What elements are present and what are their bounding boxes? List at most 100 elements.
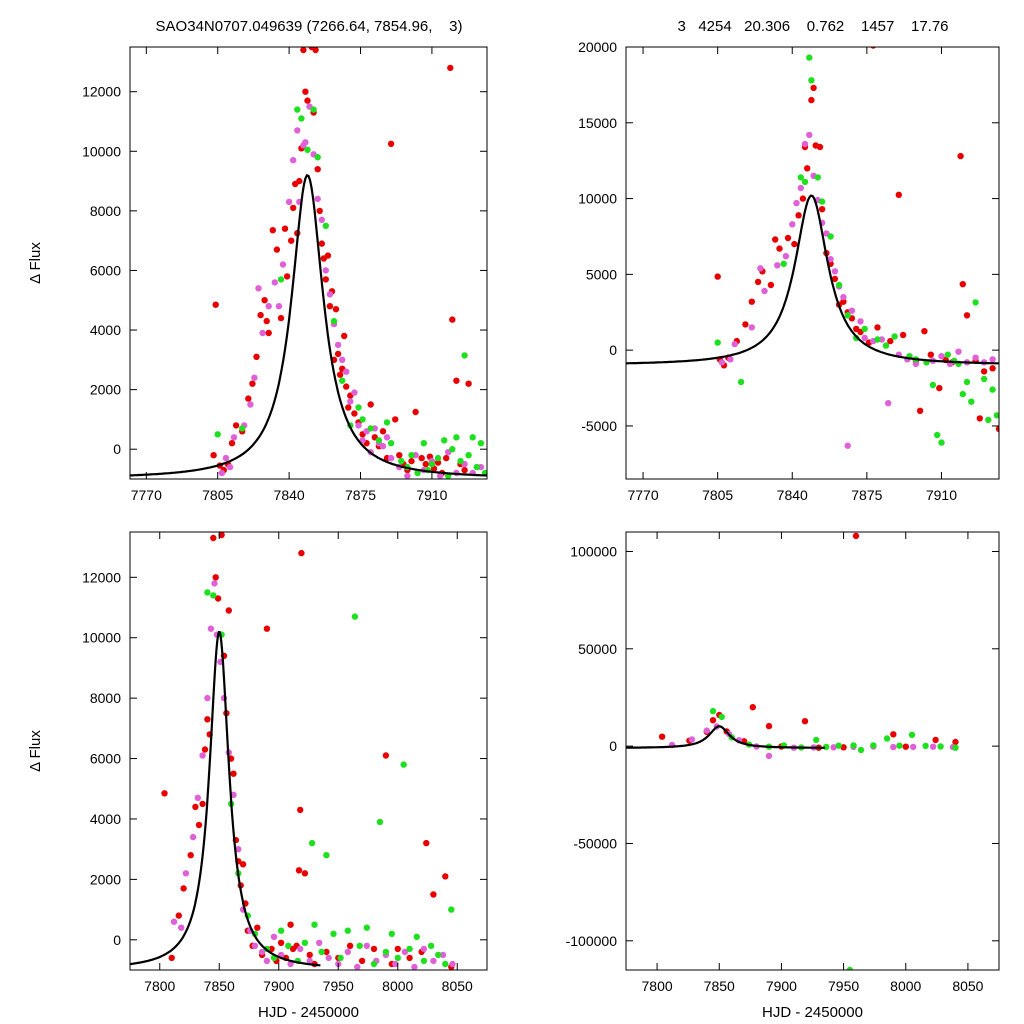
- data-point-red: [304, 97, 311, 104]
- data-point-green: [310, 106, 317, 113]
- x-tick-label: 7800: [144, 978, 175, 994]
- data-point-red: [772, 236, 779, 243]
- data-point-red: [936, 384, 943, 392]
- data-point-red: [795, 212, 802, 219]
- data-point-magenta: [890, 743, 897, 751]
- y-tick-label: 12000: [82, 569, 121, 585]
- data-point-green: [457, 457, 464, 465]
- data-point-red: [253, 353, 260, 360]
- data-point-magenta: [827, 256, 834, 263]
- data-point-green: [448, 906, 455, 913]
- x-tick-label: 7805: [202, 487, 233, 503]
- data-point-green: [980, 375, 988, 383]
- data-point-red: [204, 716, 211, 723]
- data-point-red: [808, 96, 815, 104]
- data-point-magenta: [912, 360, 920, 367]
- data-point-magenta: [287, 960, 294, 968]
- data-point-red: [434, 459, 442, 466]
- data-point-red: [239, 861, 247, 868]
- data-point-red: [332, 306, 340, 313]
- data-point-green: [963, 378, 971, 386]
- x-tick-label: 7900: [766, 978, 797, 994]
- data-point-red: [370, 945, 378, 953]
- data-point-red: [382, 752, 390, 759]
- data-point-green: [308, 839, 316, 847]
- data-point-green: [477, 440, 485, 447]
- data-point-red: [422, 460, 429, 468]
- data-point-red: [412, 408, 419, 416]
- y-tick-label: 20000: [578, 39, 617, 55]
- data-point-red: [316, 207, 323, 215]
- x-tick-label: 7805: [702, 487, 733, 503]
- data-point-red: [784, 234, 792, 242]
- data-point-magenta: [379, 443, 387, 450]
- data-point-green: [442, 960, 449, 968]
- data-point-magenta: [300, 47, 303, 48]
- data-point-magenta: [314, 195, 321, 203]
- data-point-red: [214, 595, 222, 602]
- data-point-red: [714, 273, 721, 280]
- data-point-red: [336, 371, 344, 378]
- data-point-magenta: [938, 353, 945, 360]
- data-point-red: [161, 790, 168, 797]
- plot-area: [130, 532, 456, 970]
- data-point-magenta: [270, 933, 278, 940]
- data-point-magenta: [235, 846, 242, 853]
- data-point-green: [413, 933, 420, 940]
- data-point-magenta: [972, 354, 979, 361]
- data-point-green: [375, 437, 383, 444]
- data-point-red: [302, 88, 309, 95]
- data-point-red: [765, 722, 773, 730]
- data-point-green: [806, 54, 813, 61]
- data-point-green: [993, 412, 999, 419]
- data-point-red: [870, 47, 877, 49]
- data-point-green: [406, 945, 413, 953]
- data-point-magenta: [793, 199, 800, 207]
- data-point-red: [318, 240, 325, 247]
- y-axis-label: Δ Flux: [27, 730, 44, 772]
- data-point-green: [709, 707, 717, 715]
- data-point-green: [857, 746, 865, 754]
- data-point-green: [813, 736, 820, 744]
- data-point-red: [840, 298, 847, 305]
- data-point-magenta: [757, 265, 764, 272]
- data-point-green: [382, 948, 390, 956]
- data-point-red: [921, 328, 928, 335]
- plot-area: [130, 47, 487, 479]
- x-tick-label: 7840: [777, 487, 808, 503]
- x-tick-label: 7875: [851, 487, 882, 503]
- data-point-green: [846, 966, 853, 970]
- data-point-red: [799, 195, 807, 202]
- data-point-magenta: [731, 340, 738, 348]
- x-tick-label: 7910: [416, 487, 447, 503]
- y-tick-label: 10000: [82, 143, 121, 159]
- data-point-red: [430, 891, 437, 898]
- data-point-green: [952, 744, 959, 751]
- data-point-magenta: [765, 752, 773, 760]
- data-point-green: [835, 281, 843, 289]
- data-point-red: [418, 454, 425, 462]
- data-point-red: [295, 867, 303, 874]
- x-tick-label: 7950: [828, 978, 859, 994]
- data-point-green: [330, 930, 337, 937]
- data-point-magenta: [404, 472, 411, 479]
- data-point-red: [874, 324, 881, 331]
- data-point-magenta: [955, 348, 962, 355]
- data-point-red: [932, 736, 939, 744]
- data-point-green: [394, 954, 401, 962]
- panel-bottom-left: 7800 7850 7900 7950 8000 8050 0 2000 4000 6000 800…: [27, 531, 488, 1021]
- x-tick-label: 7770: [627, 487, 658, 503]
- data-point-green: [861, 325, 868, 333]
- data-point-green: [718, 713, 725, 721]
- data-point-red: [754, 278, 762, 286]
- data-point-magenta: [230, 434, 238, 441]
- data-point-magenta: [275, 303, 283, 310]
- data-point-green: [968, 398, 975, 405]
- y-tick-label: 10000: [82, 630, 121, 646]
- data-point-red: [192, 803, 199, 811]
- data-point-red: [199, 800, 206, 808]
- data-point-green: [408, 452, 415, 459]
- data-point-magenta: [285, 198, 293, 206]
- data-point-red: [831, 275, 839, 283]
- data-point-red: [187, 852, 194, 859]
